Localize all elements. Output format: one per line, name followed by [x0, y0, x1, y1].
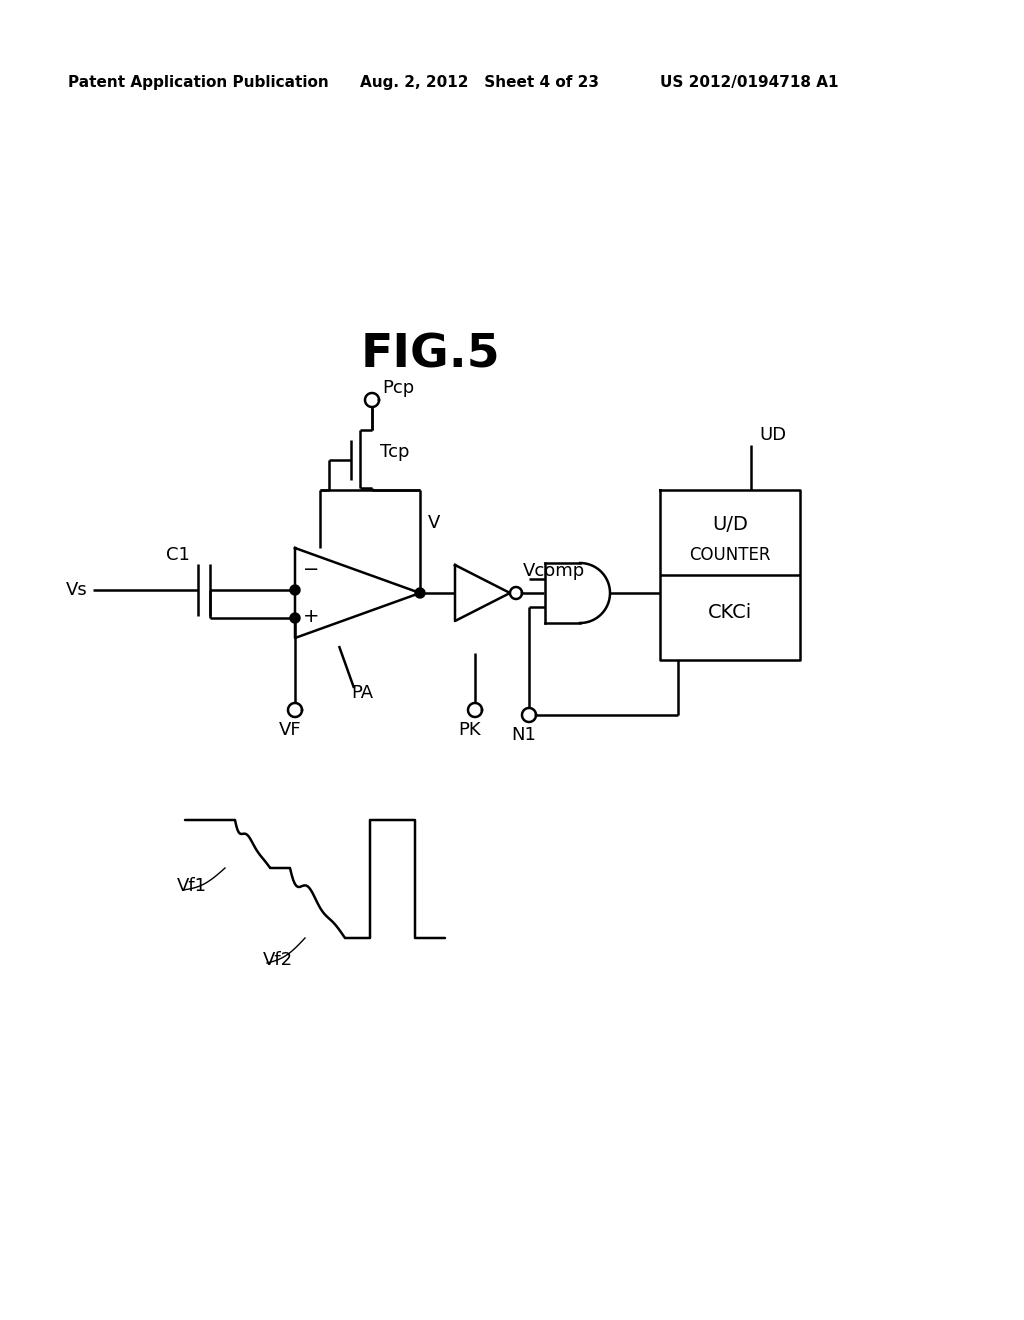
Polygon shape [455, 565, 510, 620]
Text: Pcp: Pcp [382, 379, 415, 397]
Text: Vf2: Vf2 [263, 950, 293, 969]
Polygon shape [365, 393, 379, 407]
Text: Vs: Vs [67, 581, 88, 599]
Text: CKCi: CKCi [708, 603, 752, 623]
Polygon shape [545, 564, 610, 623]
Polygon shape [660, 490, 800, 660]
Text: COUNTER: COUNTER [689, 546, 771, 564]
Text: V: V [428, 513, 440, 532]
Text: VF: VF [279, 721, 301, 739]
Text: Vcomp: Vcomp [523, 562, 586, 579]
Polygon shape [415, 587, 425, 598]
Text: Patent Application Publication: Patent Application Publication [68, 74, 329, 90]
Text: FIG.5: FIG.5 [360, 333, 500, 378]
Text: C1: C1 [166, 546, 189, 564]
Polygon shape [295, 548, 420, 638]
Text: +: + [303, 606, 319, 626]
Text: U/D: U/D [712, 516, 748, 535]
Text: US 2012/0194718 A1: US 2012/0194718 A1 [660, 74, 839, 90]
Polygon shape [468, 704, 482, 717]
Polygon shape [290, 585, 300, 595]
Text: UD: UD [759, 426, 786, 444]
Polygon shape [510, 587, 522, 599]
Text: Vf1: Vf1 [177, 876, 207, 895]
Text: Tcp: Tcp [380, 444, 410, 461]
Text: Aug. 2, 2012   Sheet 4 of 23: Aug. 2, 2012 Sheet 4 of 23 [360, 74, 599, 90]
Polygon shape [522, 708, 536, 722]
Text: PK: PK [459, 721, 481, 739]
Text: PA: PA [351, 684, 373, 702]
Text: −: − [303, 561, 319, 579]
Polygon shape [288, 704, 302, 717]
Text: N1: N1 [512, 726, 537, 744]
Polygon shape [290, 612, 300, 623]
